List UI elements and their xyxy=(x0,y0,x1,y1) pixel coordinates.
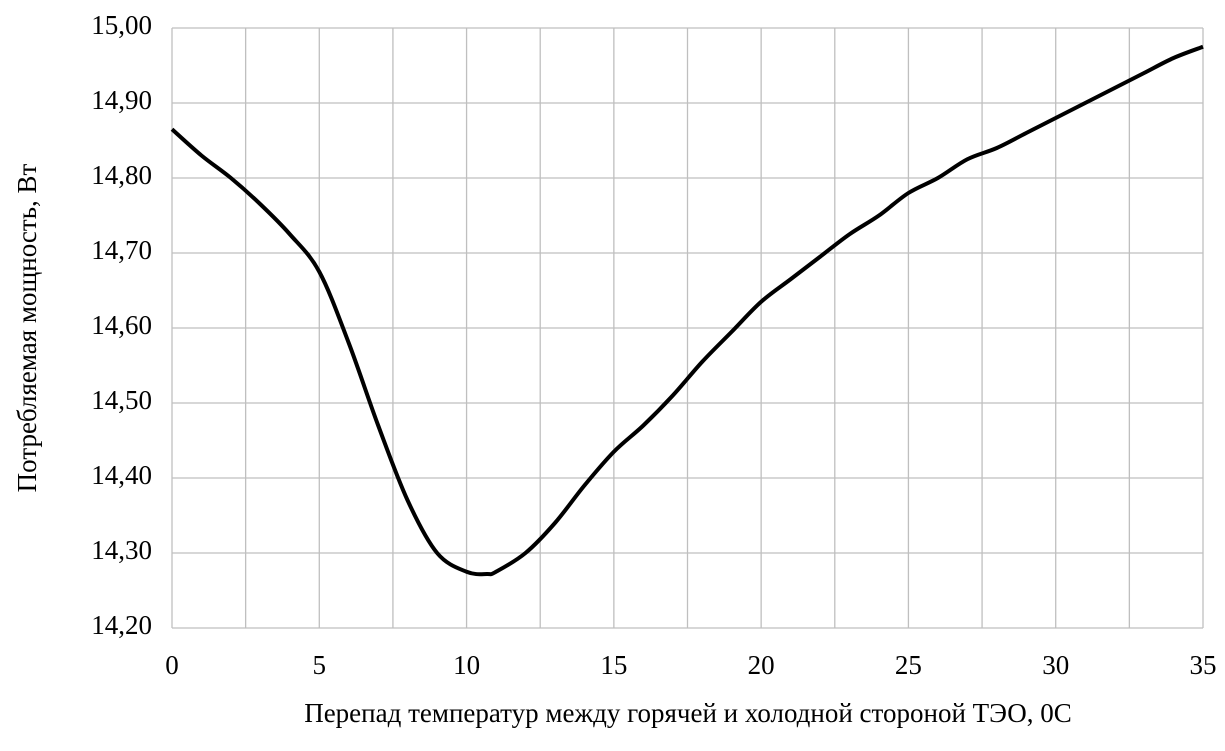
x-tick-label: 35 xyxy=(1190,650,1217,680)
y-tick-label: 14,30 xyxy=(91,535,152,565)
y-tick-label: 14,20 xyxy=(91,610,152,640)
x-tick-label: 20 xyxy=(748,650,775,680)
x-tick-label: 5 xyxy=(313,650,327,680)
y-tick-label: 14,80 xyxy=(91,160,152,190)
x-axis-label: Перепад температур между горячей и холод… xyxy=(304,698,1072,728)
y-tick-label: 14,70 xyxy=(91,235,152,265)
x-tick-label: 15 xyxy=(600,650,627,680)
x-tick-label: 25 xyxy=(895,650,922,680)
y-tick-label: 14,50 xyxy=(91,385,152,415)
x-tick-label: 30 xyxy=(1042,650,1069,680)
y-tick-label: 14,40 xyxy=(91,460,152,490)
x-tick-label: 10 xyxy=(453,650,480,680)
y-tick-label: 14,60 xyxy=(91,310,152,340)
y-tick-label: 14,90 xyxy=(91,85,152,115)
x-tick-label: 0 xyxy=(165,650,179,680)
y-axis-label: Потребляемая мощность, Вт xyxy=(12,163,42,492)
line xyxy=(170,44,1204,577)
y-tick-label: 15,00 xyxy=(91,10,152,40)
